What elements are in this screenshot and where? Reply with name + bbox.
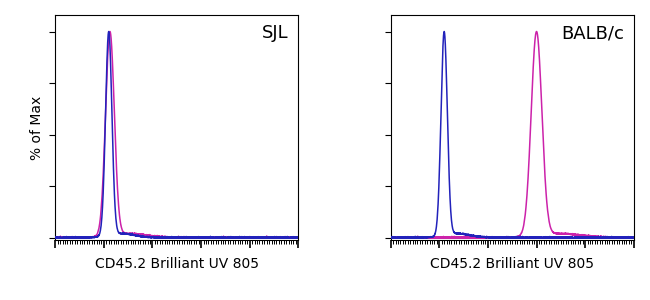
X-axis label: CD45.2 Brilliant UV 805: CD45.2 Brilliant UV 805: [430, 257, 594, 271]
Y-axis label: % of Max: % of Max: [30, 95, 44, 160]
Text: BALB/c: BALB/c: [561, 24, 624, 42]
Text: SJL: SJL: [262, 24, 289, 42]
X-axis label: CD45.2 Brilliant UV 805: CD45.2 Brilliant UV 805: [95, 257, 259, 271]
